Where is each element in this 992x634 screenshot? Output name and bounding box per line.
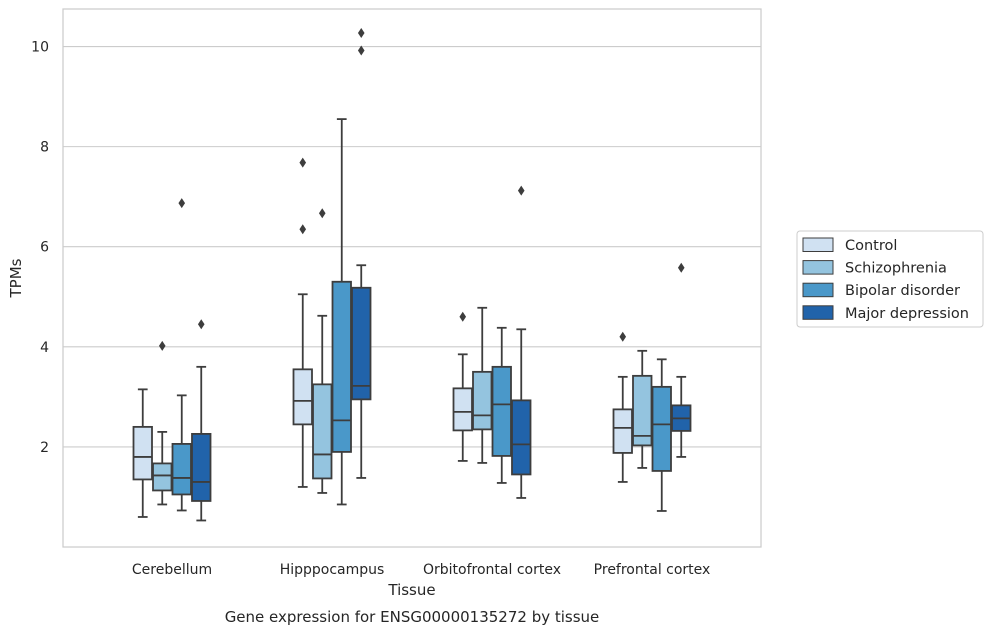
figure-caption: Gene expression for ENSG00000135272 by t…	[225, 608, 600, 626]
y-tick-label: 6	[40, 240, 49, 256]
box-iqr	[331, 280, 352, 453]
outlier-point	[158, 340, 166, 351]
box-plot-item	[452, 311, 473, 462]
grid-lines	[63, 45, 761, 448]
legend-swatch	[802, 282, 834, 298]
box-plot-item	[152, 340, 173, 506]
outlier-point	[197, 319, 205, 330]
box-iqr	[132, 425, 153, 481]
box-plot-item	[632, 349, 653, 469]
legend-entry-label: Bipolar disorder	[845, 283, 960, 299]
box-plot-item	[191, 319, 212, 522]
y-axis-ticks: 2 4 6 8 10	[31, 40, 49, 456]
legend-swatch	[802, 237, 834, 252]
legend-swatch	[802, 305, 834, 320]
box-iqr	[511, 399, 532, 476]
outlier-point	[619, 331, 627, 342]
y-tick-label: 4	[40, 340, 49, 356]
box-series	[132, 157, 633, 518]
outlier-point	[299, 224, 307, 235]
outlier-point	[459, 311, 467, 322]
box-plot-item	[132, 388, 153, 518]
legend-frame	[796, 230, 984, 328]
box-plot-item	[612, 331, 633, 483]
plot-area-frame	[62, 8, 762, 548]
y-tick-label: 10	[31, 40, 49, 56]
x-tick-label: Cerebellum	[132, 562, 212, 578]
box-iqr	[452, 387, 473, 432]
y-tick-label: 8	[40, 140, 49, 156]
box-iqr	[351, 286, 372, 401]
outlier-point	[299, 157, 307, 168]
box-series	[171, 118, 672, 512]
x-tick-label: Prefrontal cortex	[594, 562, 711, 578]
box-plot-item	[351, 28, 372, 479]
y-tick-label: 2	[40, 440, 49, 456]
legend-swatch	[802, 260, 834, 275]
y-axis-label: TPMs	[7, 258, 25, 298]
legend: Control Schizophrenia Bipolar disorder Majo…	[796, 230, 984, 328]
box-iqr	[171, 443, 192, 496]
x-axis-label: Tissue	[387, 581, 435, 599]
x-tick-label: Hipppocampus	[280, 562, 385, 578]
box-plot-item	[292, 157, 313, 488]
box-plot-item	[472, 306, 493, 464]
outlier-point	[517, 185, 525, 196]
box-iqr	[312, 383, 333, 480]
box-iqr	[472, 370, 493, 431]
box-series-layer	[132, 28, 692, 522]
box-series	[152, 208, 653, 506]
box-iqr	[651, 385, 672, 472]
box-series	[191, 28, 692, 522]
outlier-point	[178, 198, 186, 209]
box-iqr	[152, 462, 173, 492]
outlier-point	[677, 262, 685, 273]
box-iqr	[491, 365, 512, 457]
box-plot-item	[331, 118, 352, 506]
box-iqr	[632, 374, 653, 447]
box-plot-item	[491, 326, 512, 484]
x-axis-ticks: Cerebellum Hipppocampus Orbitofrontal cort…	[132, 562, 710, 578]
x-tick-label: Orbitofrontal cortex	[423, 562, 561, 578]
outlier-point	[357, 28, 365, 39]
box-plot-item	[171, 198, 192, 512]
box-plot-item	[312, 208, 333, 494]
box-iqr	[191, 432, 212, 502]
outlier-point	[357, 45, 365, 56]
legend-entry-label: Major depression	[845, 306, 969, 322]
box-plot-item	[511, 185, 532, 499]
legend-entry-label: Control	[845, 238, 897, 254]
box-iqr	[292, 368, 313, 426]
box-plot-item	[671, 262, 692, 458]
box-iqr	[612, 408, 633, 454]
box-plot-item	[651, 358, 672, 512]
legend-entry-label: Schizophrenia	[845, 261, 947, 277]
outlier-point	[318, 208, 326, 219]
